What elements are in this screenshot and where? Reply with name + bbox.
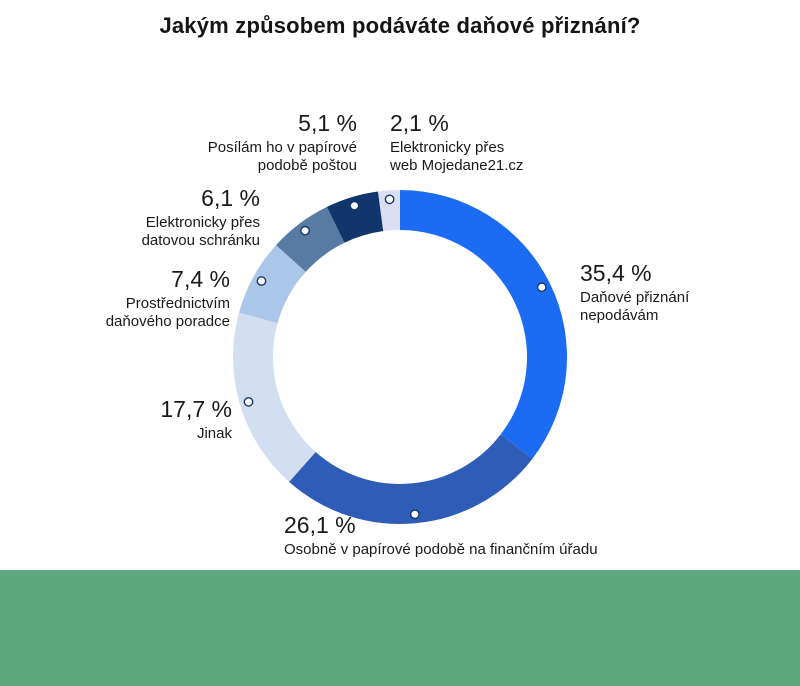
- segment-marker-dot: [349, 200, 360, 211]
- donut-segment-74: [239, 245, 306, 324]
- callout-pct: 2,1 %: [390, 110, 449, 136]
- donut-segment-261: [289, 434, 533, 524]
- donut-segment-354: [400, 190, 568, 459]
- chart-title: Jakým způsobem podáváte daňové přiznání?: [159, 13, 641, 38]
- callout-pct: 5,1 %: [298, 110, 357, 136]
- callout-postou: 5,1 % Posílám ho v papírové podobě pošto…: [167, 110, 357, 175]
- callout-text: Elektronicky přes web Mojedane21.cz: [390, 139, 524, 174]
- callout-jinak: 17,7 % Jinak: [60, 396, 232, 443]
- callout-text: Prostřednictvím daňového poradce: [105, 295, 230, 330]
- callout-pct: 35,4 %: [580, 260, 652, 286]
- callout-text: Osobně v papírové podobě na finančním úř…: [284, 541, 598, 558]
- callout-pct: 17,7 %: [160, 396, 232, 422]
- callout-text: Elektronicky přes datovou schránku: [141, 214, 260, 249]
- footer: metr ® Zdroj: Instant Research, duben 20…: [0, 570, 800, 686]
- callout-nepodavam: 35,4 % Daňové přiznání nepodávám: [580, 260, 790, 325]
- callout-text: Posílám ho v papírové podobě poštou: [207, 139, 357, 174]
- callout-text: Jinak: [196, 425, 232, 442]
- donut-segment-51: [326, 191, 384, 243]
- segment-marker-dot: [300, 225, 310, 236]
- segment-marker-dot: [384, 194, 395, 205]
- donut-segment-21: [378, 190, 400, 232]
- segment-marker-dot: [409, 509, 420, 520]
- callout-poradce: 7,4 % Prostřednictvím daňového poradce: [40, 266, 230, 331]
- callout-pct: 7,4 %: [171, 266, 230, 292]
- callout-osobne: 26,1 % Osobně v papírové podobě na finan…: [284, 512, 724, 559]
- segment-marker-dot: [536, 282, 547, 293]
- callout-pct: 6,1 %: [201, 185, 260, 211]
- donut-segment-61: [276, 206, 345, 272]
- donut-segment-177: [233, 312, 316, 482]
- segment-marker-dot: [256, 276, 267, 286]
- callout-pct: 26,1 %: [284, 512, 356, 538]
- callout-mojedane: 2,1 % Elektronicky přes web Mojedane21.c…: [390, 110, 590, 175]
- callout-text: Daňové přiznání nepodávám: [580, 289, 690, 324]
- callout-schranka: 6,1 % Elektronicky přes datovou schránku: [70, 185, 260, 250]
- segment-marker-dot: [243, 396, 254, 407]
